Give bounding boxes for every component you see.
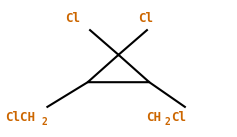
Text: CH: CH <box>146 111 161 124</box>
Text: 2: 2 <box>164 117 170 127</box>
Text: Cl: Cl <box>138 12 153 25</box>
Text: ClCH: ClCH <box>5 111 35 124</box>
Text: Cl: Cl <box>171 111 186 124</box>
Text: 2: 2 <box>42 117 48 127</box>
Text: Cl: Cl <box>65 12 80 25</box>
